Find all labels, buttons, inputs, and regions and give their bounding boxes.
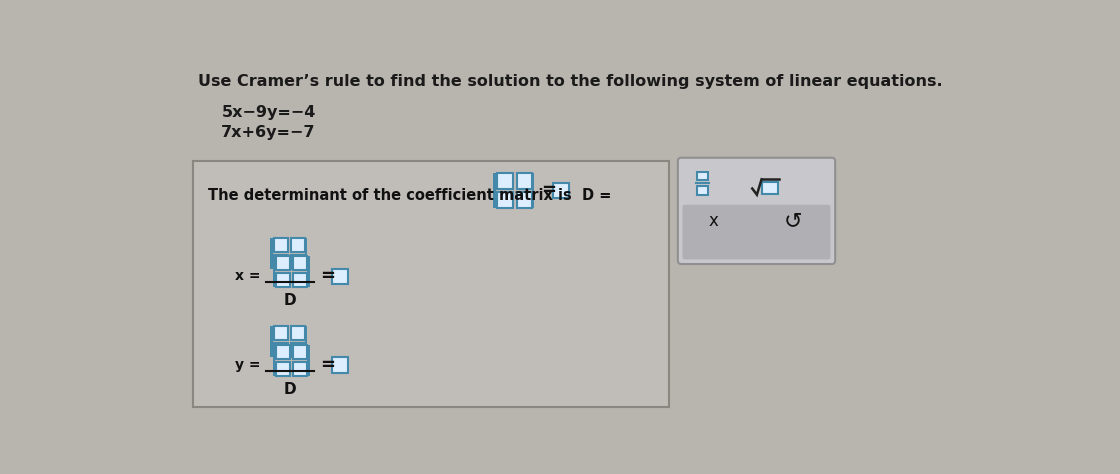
Bar xyxy=(516,173,532,189)
FancyBboxPatch shape xyxy=(678,158,836,264)
Bar xyxy=(293,256,307,270)
Bar xyxy=(270,327,272,357)
Text: y =: y = xyxy=(235,358,261,372)
Text: =: = xyxy=(541,182,556,200)
Text: x =: x = xyxy=(235,269,261,283)
Bar xyxy=(291,238,305,252)
FancyBboxPatch shape xyxy=(682,205,831,259)
Text: Use Cramer’s rule to find the solution to the following system of linear equatio: Use Cramer’s rule to find the solution t… xyxy=(198,74,943,89)
Bar xyxy=(274,255,288,269)
Bar xyxy=(333,269,347,284)
Bar xyxy=(291,343,305,357)
Bar xyxy=(698,186,708,195)
Bar xyxy=(277,256,290,270)
Bar xyxy=(497,192,513,208)
Bar xyxy=(274,327,288,340)
Bar xyxy=(494,173,496,208)
FancyBboxPatch shape xyxy=(193,161,670,407)
Bar xyxy=(698,172,708,180)
Text: The determinant of the coefficient matrix is  D =: The determinant of the coefficient matri… xyxy=(208,188,612,203)
Bar xyxy=(291,255,305,269)
Text: D: D xyxy=(283,293,297,308)
Bar xyxy=(305,238,307,269)
Text: D: D xyxy=(283,382,297,397)
Text: 5x−9y=−4: 5x−9y=−4 xyxy=(222,105,316,119)
Bar xyxy=(516,192,532,208)
Text: =: = xyxy=(320,267,335,285)
Text: =: = xyxy=(320,356,335,374)
Bar xyxy=(293,362,307,376)
Bar xyxy=(497,173,513,189)
Bar xyxy=(553,183,569,198)
Bar xyxy=(333,357,347,373)
Bar xyxy=(763,182,777,194)
Bar xyxy=(293,345,307,359)
Bar xyxy=(305,327,307,357)
Bar xyxy=(532,173,534,208)
Bar xyxy=(272,345,274,376)
Bar xyxy=(307,256,310,287)
Bar xyxy=(270,238,272,269)
Bar xyxy=(277,345,290,359)
Bar xyxy=(272,256,274,287)
Bar xyxy=(277,362,290,376)
Text: 7x+6y=−7: 7x+6y=−7 xyxy=(222,125,316,140)
Bar xyxy=(293,273,307,287)
Bar xyxy=(274,238,288,252)
Text: ↺: ↺ xyxy=(784,211,803,231)
Bar xyxy=(277,273,290,287)
Bar xyxy=(307,345,310,376)
Text: x: x xyxy=(709,212,718,230)
Bar xyxy=(291,327,305,340)
Bar xyxy=(274,343,288,357)
